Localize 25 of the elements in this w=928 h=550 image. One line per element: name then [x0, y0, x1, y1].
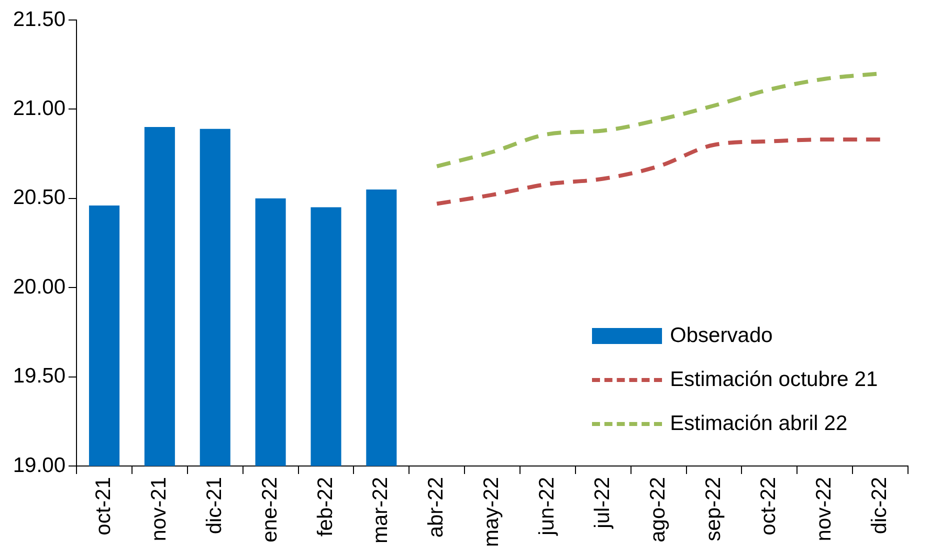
- x-tick-label: ene-22: [258, 476, 282, 542]
- x-tick-label: ago-22: [646, 476, 670, 542]
- line-series: [434, 138, 882, 206]
- legend-label: Estimación abril 22: [670, 412, 848, 436]
- x-tick-label: dic-21: [202, 476, 226, 534]
- x-tick-label: abr-22: [424, 476, 448, 538]
- y-tick-label: 21.00: [12, 96, 66, 120]
- x-tick-label: jun-22: [536, 476, 558, 536]
- x-tick-label: nov-21: [147, 476, 170, 542]
- x-tick-label: sep-22: [702, 476, 725, 542]
- y-tick-label: 19.50: [12, 364, 66, 388]
- legend-label: Estimación octubre 21: [670, 368, 878, 392]
- x-tick-label: dic-22: [868, 476, 892, 534]
- y-tick-label: 19.00: [12, 454, 66, 477]
- x-tick-label: nov-22: [812, 476, 836, 542]
- y-tick-label: 21.50: [12, 8, 66, 31]
- y-tick-label: 20.50: [12, 186, 66, 210]
- x-tick-label: mar-22: [369, 476, 392, 544]
- x-tick-label: oct-22: [757, 476, 780, 536]
- y-tick-label: 20.00: [12, 275, 66, 298]
- x-tick-label: oct-21: [92, 476, 116, 536]
- x-tick-label: jul-22: [590, 476, 614, 530]
- legend-label: Observado: [670, 324, 773, 348]
- x-tick-label: may-22: [480, 476, 504, 548]
- x-tick-label: feb-22: [314, 476, 337, 537]
